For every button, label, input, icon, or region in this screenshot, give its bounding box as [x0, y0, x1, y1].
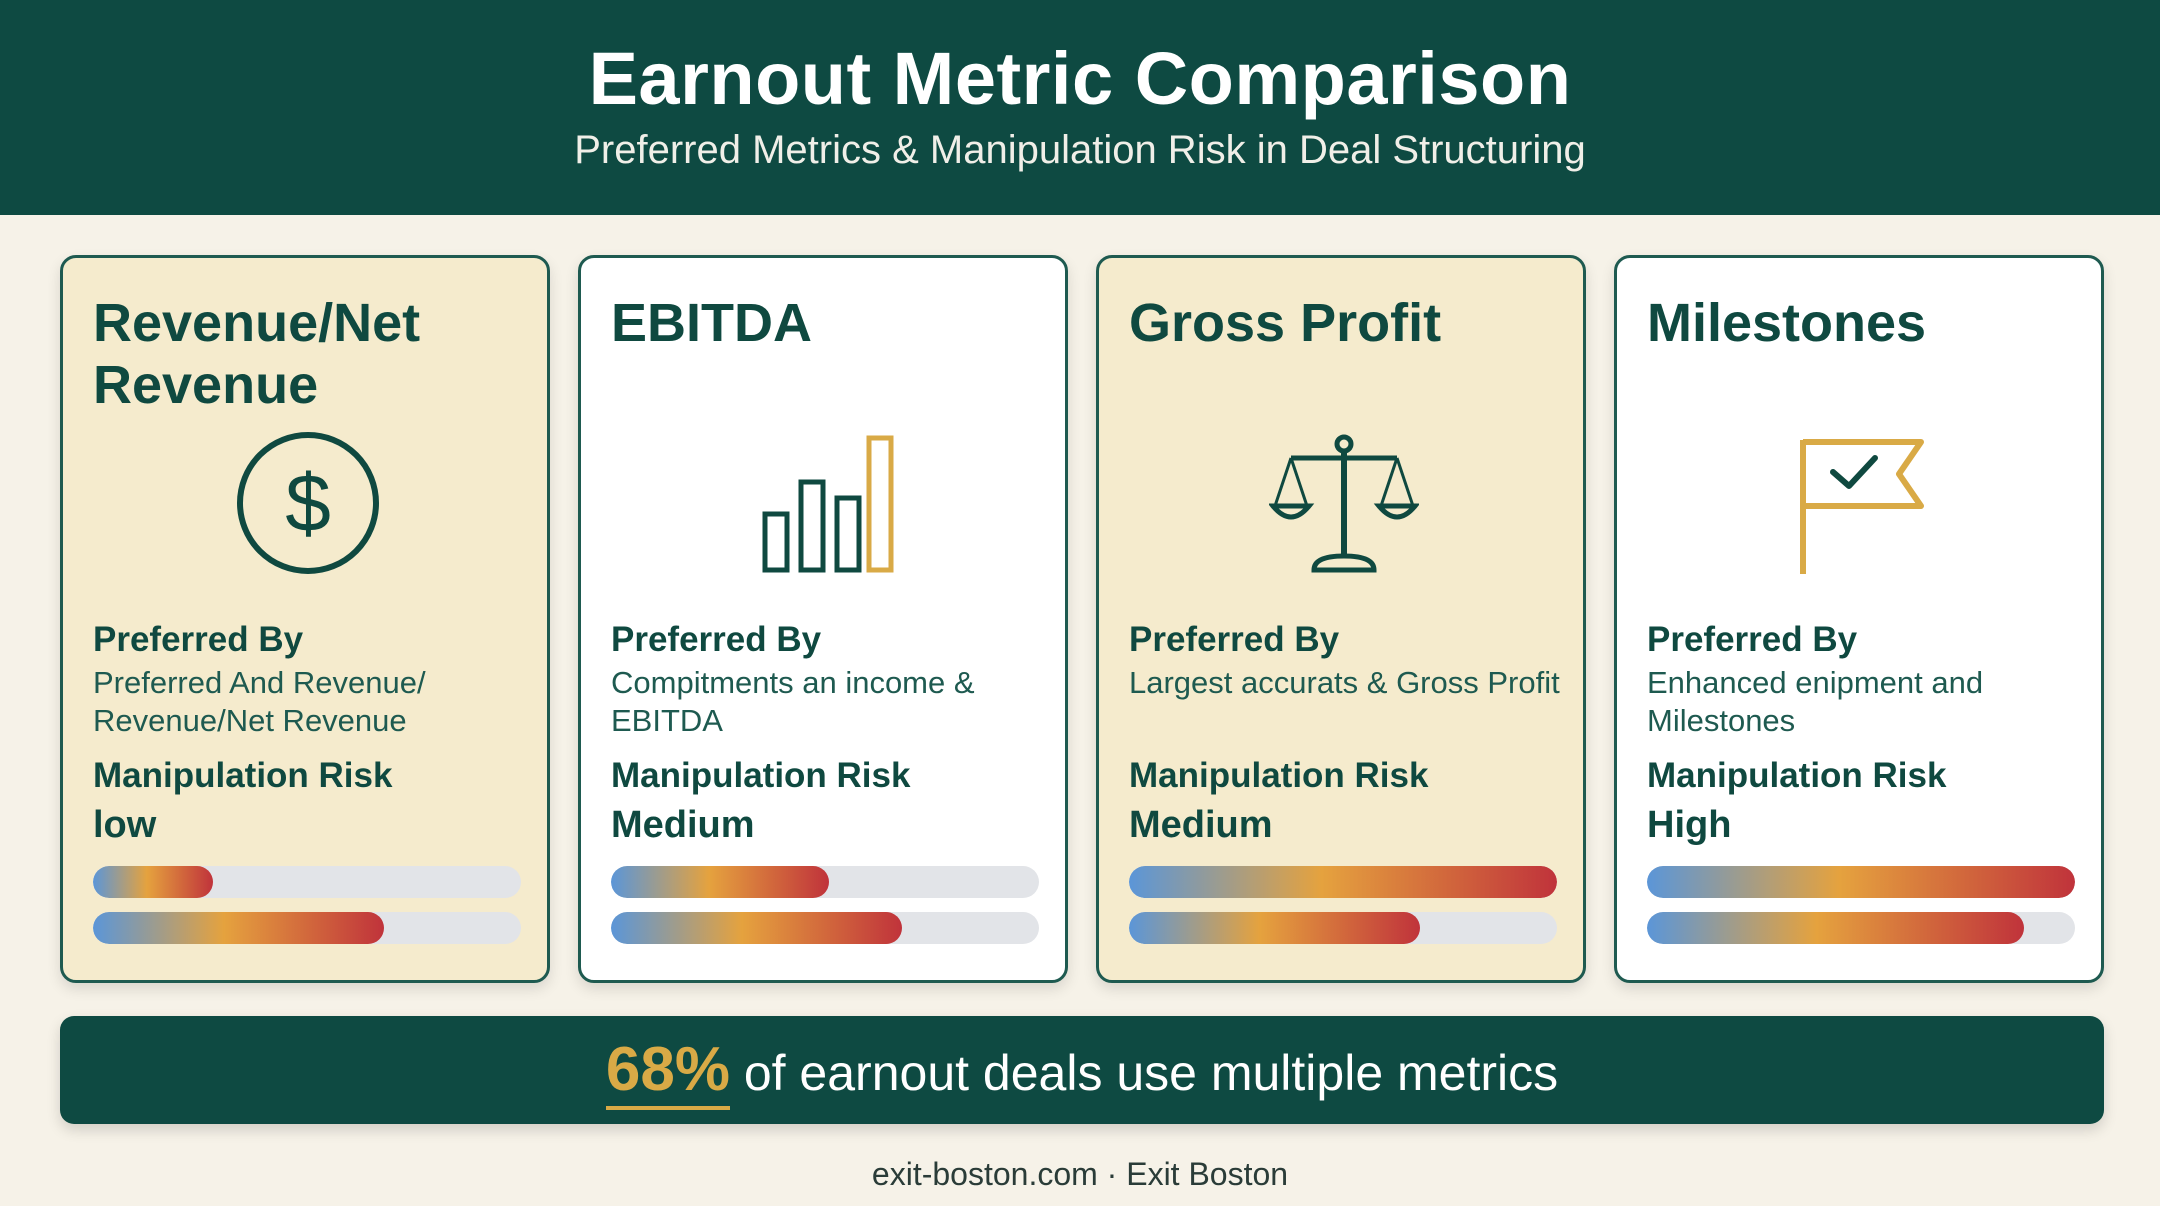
- risk-bar-fill: [1647, 866, 2075, 898]
- card-revenue: Revenue/Net Revenue $ Preferred By Prefe…: [60, 255, 550, 983]
- preferred-text: Enhanced enipment and Milestones: [1647, 665, 1984, 738]
- risk-heading: Manipulation Risk: [611, 756, 911, 795]
- header-band: Earnout Metric Comparison Preferred Metr…: [0, 0, 2160, 215]
- stat-banner: 68% of earnout deals use multiple metric…: [60, 1016, 2104, 1124]
- dollar-circle-icon: $: [237, 432, 379, 574]
- risk-bar-1: [611, 866, 1039, 898]
- svg-text:$: $: [285, 458, 331, 549]
- flag-check-icon: [1800, 439, 1924, 574]
- risk-bar-fill: [611, 866, 830, 898]
- preferred-text: Compitments an income & EBITDA: [611, 665, 975, 738]
- source-credit: exit-boston.com · Exit Boston: [871, 1156, 1289, 1192]
- risk-value: Medium: [611, 804, 755, 846]
- risk-value: low: [93, 804, 157, 846]
- risk-bar-2: [1129, 912, 1557, 944]
- page-title: Earnout Metric Comparison: [588, 37, 1572, 120]
- risk-bar-1: [1129, 866, 1557, 898]
- risk-value: High: [1647, 804, 1732, 846]
- bar-chart-icon: [762, 435, 894, 573]
- stat-value: 68%: [605, 1035, 730, 1110]
- risk-bar-1: [1647, 866, 2075, 898]
- risk-bar-2: [1647, 912, 2075, 944]
- risk-bar-fill: [1129, 866, 1557, 898]
- risk-heading: Manipulation Risk: [93, 756, 393, 795]
- card-title: Milestones: [1647, 293, 1927, 353]
- risk-bar-fill: [1647, 912, 2024, 944]
- risk-bar-fill: [93, 866, 213, 898]
- risk-heading: Manipulation Risk: [1129, 756, 1429, 795]
- risk-value: Medium: [1129, 804, 1273, 846]
- risk-bar-1: [93, 866, 521, 898]
- metric-cards: Revenue/Net Revenue $ Preferred By Prefe…: [60, 255, 2104, 983]
- preferred-text: Preferred And Revenue/ Revenue/Net Reven…: [93, 665, 426, 738]
- preferred-heading: Preferred By: [1129, 620, 1340, 659]
- balance-scale-icon: [1269, 434, 1419, 573]
- card-title: Revenue/Net Revenue: [93, 293, 421, 415]
- risk-bar-fill: [1129, 912, 1421, 944]
- preferred-heading: Preferred By: [1647, 620, 1858, 659]
- risk-bar-fill: [611, 912, 903, 944]
- preferred-text: Largest accurats & Gross Profit: [1129, 665, 1560, 700]
- card-title: Gross Profit: [1129, 293, 1442, 353]
- card-title: EBITDA: [611, 293, 812, 353]
- risk-bar-fill: [93, 912, 385, 944]
- stat-text: of earnout deals use multiple metrics: [729, 1045, 1559, 1101]
- card-ebitda: EBITDA Preferred By Compitments an incom…: [578, 255, 1068, 983]
- risk-heading: Manipulation Risk: [1647, 756, 1947, 795]
- preferred-heading: Preferred By: [93, 620, 304, 659]
- card-milestones: Milestones Preferred By Enhanced enipmen…: [1614, 255, 2104, 983]
- preferred-heading: Preferred By: [611, 620, 822, 659]
- page-subtitle: Preferred Metrics & Manipulation Risk in…: [574, 128, 1586, 172]
- card-gross-profit: Gross Profit Preferred By Largest accura…: [1096, 255, 1586, 983]
- risk-bar-2: [93, 912, 521, 944]
- risk-bar-2: [611, 912, 1039, 944]
